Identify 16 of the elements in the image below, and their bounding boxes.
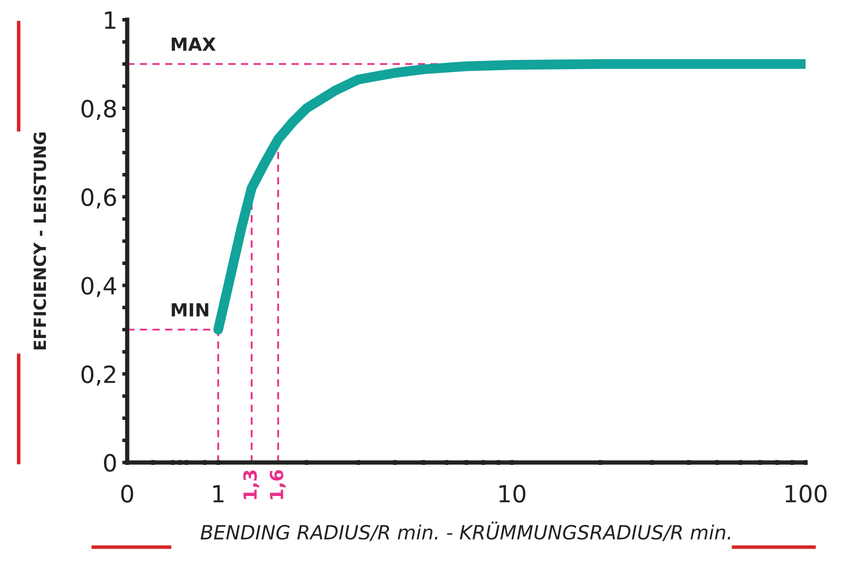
ref-line-label: 1,3 xyxy=(243,470,260,500)
y-tick-label: 0,4 xyxy=(81,276,116,298)
x-tick-label: 10 xyxy=(499,484,526,503)
y-axis-title: EFFICIENCY - LEISTUNG xyxy=(34,132,46,350)
y-tick-label: 0,2 xyxy=(81,365,116,386)
ref-line-label: 1,6 xyxy=(270,470,286,500)
y-tick-label: 1 xyxy=(105,11,116,29)
ref-line-label: MIN xyxy=(172,303,208,316)
y-tick-label: 0,8 xyxy=(81,100,116,120)
x-tick-label: 100 xyxy=(786,484,827,503)
x-tick-label: 0 xyxy=(121,484,134,503)
x-tick-label: 1 xyxy=(213,485,224,502)
ref-line-label: MAX xyxy=(172,38,216,51)
y-tick-label: 0 xyxy=(104,454,116,472)
x-axis-title: BENDING RADIUS/R min. - KRÜMMUNGSRADIUS/R min. xyxy=(200,522,730,542)
y-tick-label: 0,6 xyxy=(81,188,116,209)
